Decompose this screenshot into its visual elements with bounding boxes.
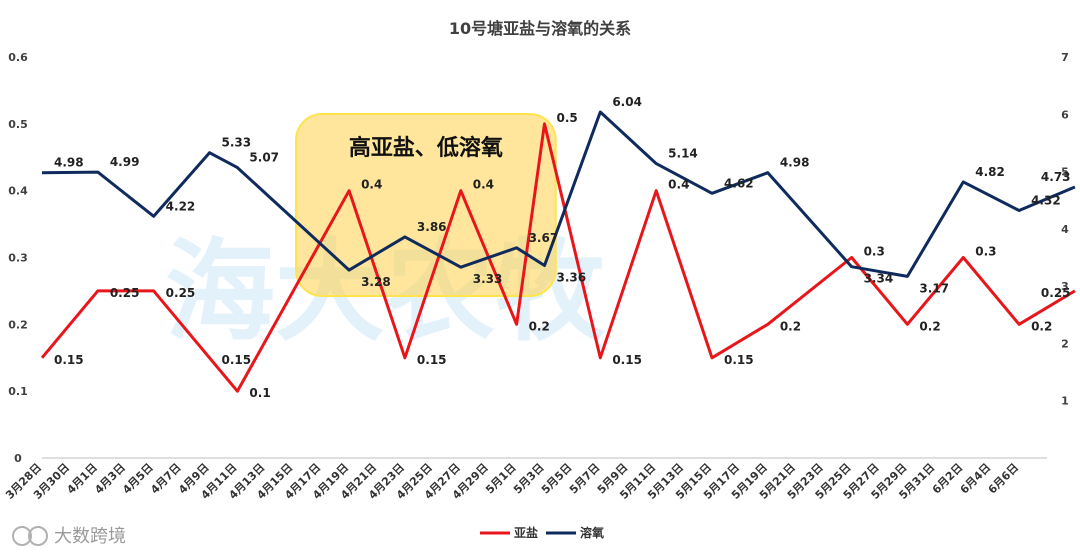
y-left-tick-label: 0.2 — [8, 318, 28, 331]
data-label: 0.15 — [222, 353, 252, 367]
x-tick-label: 6月2日 — [930, 461, 966, 497]
y-right-tick-label: 6 — [1061, 108, 1069, 121]
data-label: 0.15 — [54, 353, 84, 367]
data-label: 5.33 — [222, 136, 252, 150]
x-tick-label: 4月3日 — [92, 461, 128, 497]
y-left-tick-label: 0.6 — [8, 51, 28, 64]
data-label: 6.04 — [612, 95, 642, 109]
series-line-do — [41, 110, 1076, 278]
x-tick-label: 6月6日 — [986, 461, 1022, 497]
data-label: 4.98 — [54, 156, 84, 170]
logo-icon — [12, 526, 48, 546]
data-label: 0.4 — [668, 178, 689, 192]
data-label: 4.99 — [110, 155, 140, 169]
data-label: 0.2 — [1031, 319, 1052, 333]
y-left-tick-label: 0.1 — [8, 385, 28, 398]
data-label: 0.25 — [1041, 286, 1071, 300]
data-label: 3.17 — [919, 281, 949, 295]
annotation-text: 高亚盐、低溶氧 — [349, 135, 503, 161]
annotation-box: 高亚盐、低溶氧 — [295, 113, 557, 297]
legend-label-do: 溶氧 — [580, 525, 604, 540]
x-tick-label: 5月3日 — [511, 461, 547, 497]
data-label: 3.33 — [473, 272, 503, 286]
data-label: 3.86 — [417, 220, 447, 234]
x-tick-label: 5月1日 — [483, 461, 519, 497]
data-label: 4.62 — [724, 176, 754, 190]
chart-title: 10号塘亚盐与溶氧的关系 — [449, 19, 631, 38]
y-right-tick-label: 1 — [1061, 395, 1069, 408]
y-axis-left: 0 0.1 0.2 0.3 0.4 0.5 0.6 — [8, 51, 28, 465]
corner-watermark-text: 大数跨境 — [54, 526, 126, 547]
corner-watermark: 大数跨境 — [12, 526, 126, 547]
data-label: 0.15 — [724, 353, 754, 367]
data-label: 0.2 — [919, 319, 940, 333]
data-label: 3.34 — [864, 272, 894, 286]
y-left-tick-label: 0.3 — [8, 252, 28, 265]
data-label: 0.4 — [473, 178, 494, 192]
data-label: 0.15 — [417, 353, 447, 367]
data-label: 0.15 — [612, 353, 642, 367]
data-label: 0.3 — [864, 245, 885, 259]
data-label: 0.25 — [110, 286, 140, 300]
y-right-tick-label: 3 — [1061, 280, 1069, 293]
x-axis: 3月28日3月30日4月1日4月3日4月5日4月7日4月9日4月11日4月13日… — [3, 461, 1021, 502]
data-label: 0.3 — [975, 245, 996, 259]
y-right-tick-label: 4 — [1061, 223, 1069, 236]
data-label: 4.98 — [780, 156, 810, 170]
data-label: 4.73 — [1041, 170, 1071, 184]
data-label: 3.67 — [529, 231, 559, 245]
data-label: 4.22 — [166, 199, 196, 213]
data-label: 5.14 — [668, 147, 698, 161]
data-labels: 0.150.25 0.250.150.10.40.150.40.20.50.150… — [54, 95, 1071, 400]
x-tick-label: 5月5日 — [539, 461, 575, 497]
y-right-tick-label: 5 — [1061, 166, 1069, 179]
y-right-tick-label: 7 — [1061, 51, 1069, 64]
data-label: 0.4 — [361, 178, 382, 192]
data-label: 3.36 — [557, 271, 587, 285]
data-label: 5.07 — [249, 151, 279, 165]
y-left-tick-label: 0.5 — [8, 118, 28, 131]
y-left-tick-label: 0 — [14, 452, 22, 465]
series-line-nitrite — [40, 122, 1076, 393]
data-label: 3.28 — [361, 275, 391, 289]
y-axis-right: 1 2 3 4 5 6 7 — [1061, 51, 1069, 408]
data-label: 0.25 — [166, 286, 196, 300]
legend-label-nitrite: 亚盐 — [514, 525, 538, 540]
data-label: 0.2 — [529, 319, 550, 333]
x-tick-label: 4月7日 — [148, 461, 184, 497]
data-label: 0.1 — [249, 386, 270, 400]
y-right-tick-label: 2 — [1061, 337, 1069, 350]
x-tick-label: 5月7日 — [567, 461, 603, 497]
legend: 亚盐 溶氧 — [480, 525, 604, 540]
x-tick-label: 4月1日 — [64, 461, 100, 497]
data-label: 4.32 — [1031, 194, 1061, 208]
data-label: 0.5 — [557, 111, 578, 125]
data-label: 0.2 — [780, 319, 801, 333]
data-label: 4.82 — [975, 165, 1005, 179]
x-tick-label: 6月4日 — [958, 461, 994, 497]
series-lines — [40, 110, 1076, 393]
x-tick-label: 4月5日 — [120, 461, 156, 497]
y-left-tick-label: 0.4 — [8, 185, 28, 198]
